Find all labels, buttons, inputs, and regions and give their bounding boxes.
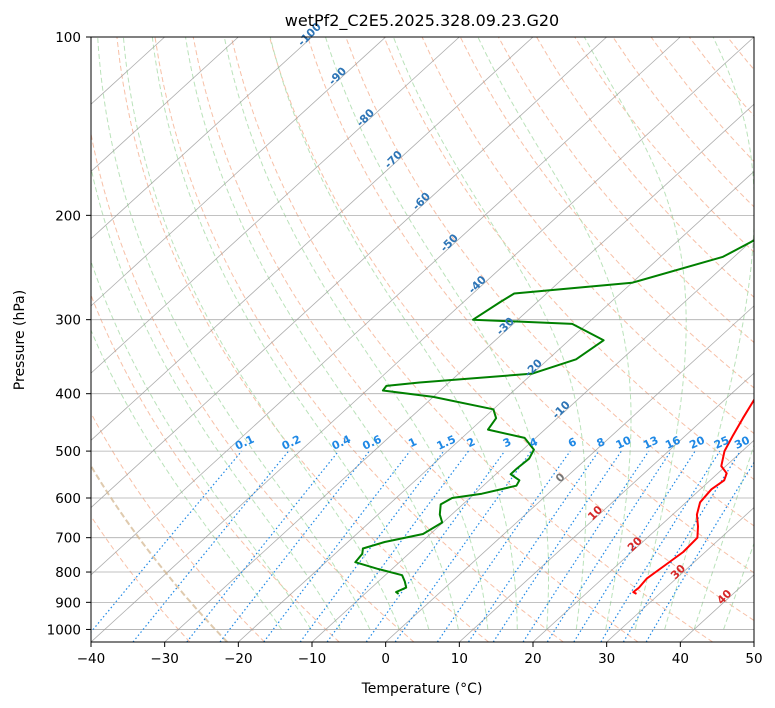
x-tick-label: 20: [524, 651, 541, 667]
isotherm-line: [164, 103, 754, 642]
mixing-ratio-line: [522, 450, 650, 642]
moist-adiabat-line: [223, 37, 489, 630]
moist-adiabat-line: [151, 37, 430, 630]
mixing-ratio-line: [132, 450, 290, 642]
isotherm-line: [91, 37, 607, 509]
plot-frame: [90, 36, 755, 643]
mixing-ratio-label: 30: [732, 433, 752, 451]
mixing-ratio-line: [263, 450, 411, 642]
moist-adiabat-line: [723, 542, 754, 630]
moist-adiabat-line: [325, 37, 549, 630]
y-tick-label: 500: [55, 444, 81, 460]
dry-adiabat-line: [307, 37, 754, 574]
moist-adiabat-line: [269, 37, 518, 630]
moist-adiabat-line: [477, 37, 632, 630]
dry-adiabat-line: [421, 37, 754, 435]
reference-dry-adiabat-line: [91, 464, 228, 642]
isotherm-line: [606, 507, 754, 642]
mixing-ratio-label: 10: [614, 433, 634, 451]
x-tick-label: 0: [381, 651, 390, 667]
mixing-ratio-label: 20: [687, 433, 707, 451]
moist-adiabat-line: [97, 37, 371, 630]
mixing-ratio-line: [326, 450, 469, 642]
x-tick-label: 40: [672, 651, 689, 667]
x-tick-label: 50: [745, 651, 762, 667]
isotherm-line: [532, 439, 754, 642]
mixing-ratio-label: 13: [641, 434, 660, 452]
dry-adiabat-line: [269, 37, 754, 622]
isotherm-line: [459, 372, 754, 642]
moist-adiabat-line: [91, 259, 312, 630]
dewpoint-profile: [354, 239, 754, 595]
mixing-ratio-line: [622, 450, 741, 642]
isotherm-line: [91, 37, 534, 441]
temperature-profile: [632, 398, 754, 595]
grid-layer: [91, 37, 775, 642]
x-tick-label: 10: [451, 651, 468, 667]
isotherm-line: [238, 170, 754, 642]
mixing-ratio-line: [91, 450, 243, 633]
dry-adiabat-line: [536, 37, 754, 298]
moist-adiabat-line: [583, 37, 687, 630]
chart-title: wetPf2_C2E5.2025.328.09.23.G20: [285, 11, 559, 31]
isotherm-line: [91, 37, 239, 172]
isotherm-line: [753, 641, 754, 642]
mixing-ratio-label: 16: [663, 433, 683, 451]
mixing-ratio-label: 25: [712, 434, 731, 452]
moist-adiabat-line: [185, 37, 459, 630]
dry-adiabat-line: [497, 37, 754, 344]
dry-adiabat-line: [116, 37, 489, 642]
y-tick-label: 100: [55, 30, 81, 46]
mixing-ratio-line: [186, 450, 340, 642]
series-layer: [354, 239, 754, 595]
y-tick-label: 800: [55, 565, 81, 581]
mixing-ratio-line: [436, 450, 571, 642]
isotherm-line: [91, 37, 313, 240]
mixing-ratio-line: [365, 450, 506, 642]
y-tick-label: 700: [55, 531, 81, 547]
dry-adiabat-line: [383, 37, 754, 481]
x-tick-label: 30: [598, 651, 615, 667]
mixing-ratio-line: [467, 450, 600, 642]
mixing-ratio-line: [573, 450, 696, 642]
y-tick-label: 600: [55, 491, 81, 507]
y-tick-label: 300: [55, 313, 81, 329]
x-tick-label: −30: [150, 651, 179, 667]
y-tick-label: 1000: [47, 622, 81, 638]
moist-adiabat-line: [91, 329, 282, 630]
isotherm-line: [385, 305, 754, 642]
isotherm-line: [91, 37, 460, 374]
y-tick-label: 200: [55, 208, 81, 224]
x-axis-label: Temperature (°C): [361, 681, 483, 697]
y-tick-label: 400: [55, 387, 81, 403]
dry-adiabat-line: [154, 37, 564, 642]
y-tick-label: 900: [55, 595, 81, 611]
x-tick-label: −40: [77, 651, 106, 667]
moist-adiabat-line: [122, 37, 400, 630]
moist-adiabat-line: [693, 443, 754, 630]
mixing-ratio-line: [492, 450, 622, 642]
dry-adiabat-line: [230, 37, 713, 642]
isotherm-line: [311, 238, 754, 642]
mixing-ratio-line: [394, 450, 532, 642]
isotherm-line: [91, 37, 681, 576]
isotherm-line: [91, 37, 754, 642]
y-axis-label: Pressure (hPa): [12, 290, 28, 390]
isotherm-line: [91, 37, 386, 307]
x-tick-label: −10: [298, 651, 327, 667]
dry-adiabat-line: [91, 412, 265, 642]
axes: −40 −30 −20 −10 0 10 20 30 40 50 1000 900 800 700 600 5…: [47, 30, 763, 667]
moist-adiabat-line: [664, 37, 754, 630]
dry-adiabat-line: [766, 37, 775, 642]
x-tick-label: −20: [224, 651, 253, 667]
moist-adiabat-line: [91, 165, 341, 630]
mixing-ratio-line: [546, 450, 672, 642]
